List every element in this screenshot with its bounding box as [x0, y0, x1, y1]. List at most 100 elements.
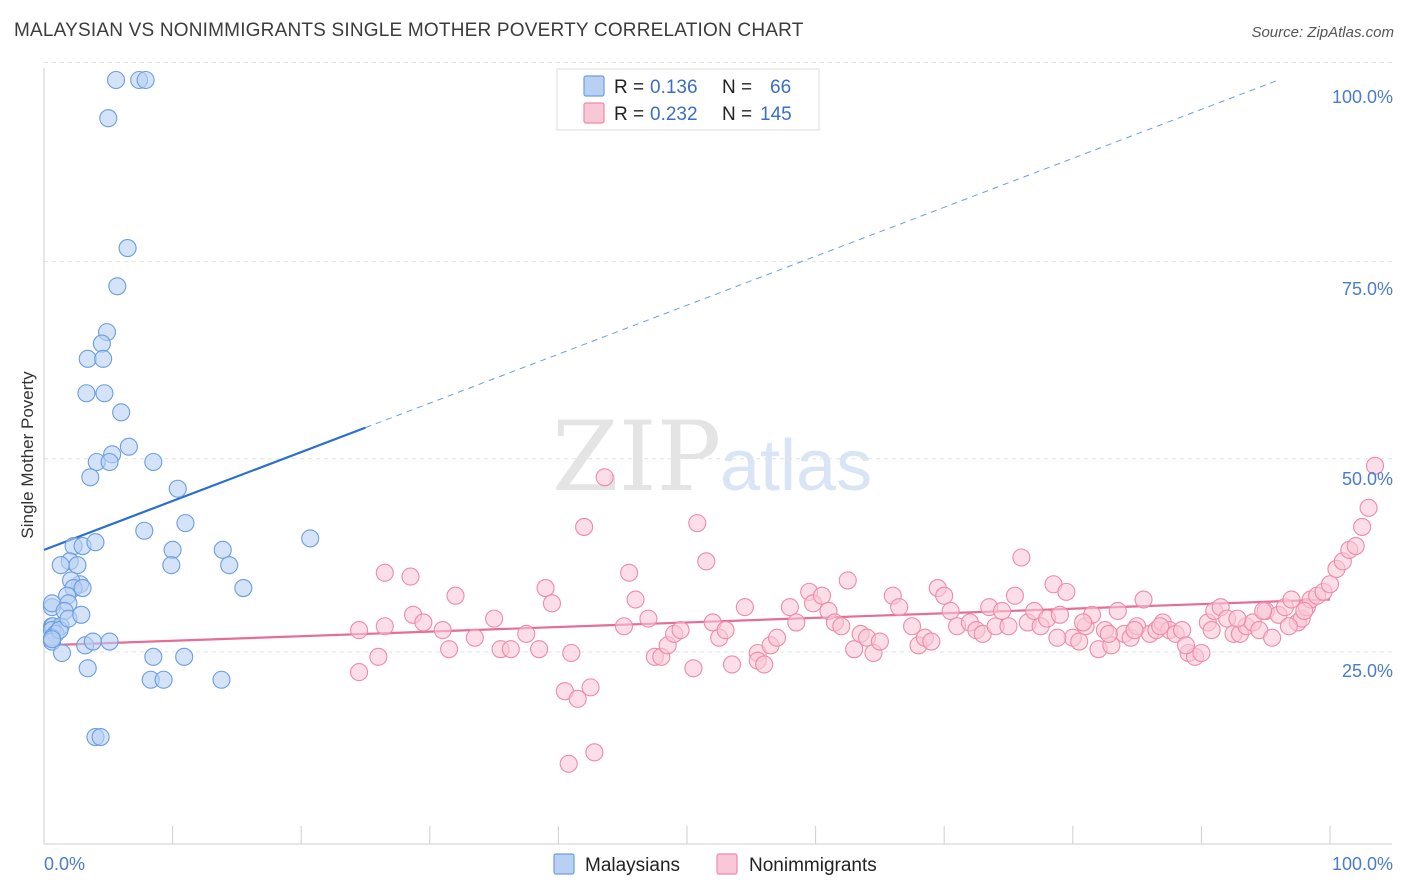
point-nonimmigrants-148 [1048, 628, 1067, 647]
point-nonimmigrants-144 [1151, 617, 1170, 636]
point-nonimmigrants-100 [1134, 590, 1153, 609]
y-tick-label-100: 100.0% [1332, 87, 1393, 107]
point-nonimmigrants-36 [684, 659, 703, 678]
point-malaysians-60 [220, 556, 239, 575]
point-nonimmigrants-136 [1359, 498, 1378, 517]
legend-swatch-nonimmigrants [583, 102, 605, 124]
point-malaysians-7 [92, 334, 111, 353]
point-nonimmigrants-120 [1263, 628, 1282, 647]
point-malaysians-52 [144, 647, 163, 666]
legend-r-value-2: 0.232 [650, 104, 698, 125]
legend-r-label-2: R = [614, 104, 644, 125]
point-nonimmigrants-79 [999, 617, 1018, 636]
point-nonimmigrants-88 [1057, 582, 1076, 601]
point-malaysians-61 [234, 579, 253, 598]
point-nonimmigrants-35 [671, 621, 690, 640]
data-points [42, 70, 1385, 773]
point-nonimmigrants-23 [585, 743, 604, 762]
point-malaysians-34 [86, 533, 105, 552]
point-malaysians-0 [106, 70, 126, 90]
point-malaysians-12 [112, 403, 131, 422]
point-malaysians-10 [77, 384, 96, 403]
point-nonimmigrants-56 [832, 617, 851, 636]
point-nonimmigrants-42 [722, 655, 742, 674]
point-nonimmigrants-41 [716, 621, 735, 640]
point-nonimmigrants-130 [1320, 575, 1340, 594]
point-nonimmigrants-4 [375, 617, 394, 636]
point-nonimmigrants-8 [433, 621, 452, 640]
point-nonimmigrants-57 [838, 571, 857, 590]
point-nonimmigrants-25 [575, 517, 594, 536]
point-malaysians-37 [51, 556, 70, 575]
point-nonimmigrants-109 [1192, 643, 1211, 663]
point-malaysians-11 [95, 384, 114, 403]
point-nonimmigrants-137 [1365, 456, 1385, 475]
point-nonimmigrants-141 [1228, 609, 1247, 628]
point-nonimmigrants-3 [369, 647, 388, 666]
point-nonimmigrants-123 [1282, 590, 1301, 609]
point-nonimmigrants-62 [870, 632, 889, 651]
point-nonimmigrants-106 [1173, 621, 1192, 640]
point-nonimmigrants-28 [620, 563, 639, 582]
legend-swatch-malaysians [583, 75, 605, 97]
point-malaysians-53 [175, 647, 194, 666]
trend-line-malaysians [43, 426, 366, 551]
point-nonimmigrants-30 [639, 609, 658, 628]
point-malaysians-16 [100, 452, 119, 472]
point-nonimmigrants-11 [465, 628, 484, 647]
point-nonimmigrants-87 [1050, 605, 1069, 624]
point-nonimmigrants-29 [626, 590, 645, 609]
point-nonimmigrants-64 [890, 598, 909, 617]
axes [43, 68, 1392, 845]
legend-n-value-2: 145 [760, 104, 792, 125]
trend-line-malaysians-extension [365, 79, 1279, 429]
point-malaysians-62 [301, 529, 320, 548]
y-tick-label-25: 25.0% [1342, 661, 1393, 681]
point-nonimmigrants-46 [755, 655, 774, 674]
legend-r-label-1: R = [614, 77, 644, 98]
legend-n-label-2: N = [722, 104, 752, 125]
point-nonimmigrants-27 [614, 617, 634, 636]
point-nonimmigrants-16 [530, 640, 549, 659]
point-nonimmigrants-20 [562, 643, 581, 663]
point-nonimmigrants-78 [993, 601, 1012, 621]
point-nonimmigrants-96 [1108, 601, 1127, 621]
point-malaysians-65 [42, 630, 62, 649]
watermark-atlas: atlas [720, 426, 872, 506]
point-nonimmigrants-142 [1202, 621, 1221, 640]
point-malaysians-19 [168, 479, 187, 498]
point-nonimmigrants-49 [780, 598, 799, 617]
y-tick-label-75: 75.0% [1342, 279, 1393, 299]
point-malaysians-51 [78, 659, 97, 678]
point-nonimmigrants-143 [1176, 636, 1196, 655]
y-tick-label-50: 50.0% [1342, 469, 1393, 489]
point-nonimmigrants-50 [787, 613, 806, 632]
point-malaysians-17 [144, 452, 163, 472]
point-nonimmigrants-65 [902, 617, 922, 636]
point-nonimmigrants-5 [401, 567, 420, 586]
point-nonimmigrants-24 [559, 754, 578, 773]
x-tick-label-0: 0.0% [44, 854, 85, 874]
series-legend: Malaysians Nonimmigrants [553, 853, 877, 876]
point-nonimmigrants-145 [1125, 621, 1144, 640]
point-nonimmigrants-53 [812, 586, 832, 605]
point-malaysians-21 [176, 514, 195, 533]
point-nonimmigrants-12 [485, 609, 504, 628]
point-malaysians-48 [83, 632, 102, 651]
point-nonimmigrants-26 [595, 468, 614, 487]
legend-n-label-1: N = [722, 77, 752, 98]
point-nonimmigrants-1 [350, 621, 369, 640]
point-nonimmigrants-139 [1279, 617, 1298, 636]
watermark-zip: ZIP [552, 401, 721, 513]
point-nonimmigrants-43 [735, 598, 754, 617]
point-malaysians-55 [154, 670, 173, 689]
bottom-legend-swatch-nonimmigrants [716, 853, 738, 875]
point-malaysians-2 [136, 70, 155, 90]
point-malaysians-59 [213, 540, 232, 559]
point-nonimmigrants-21 [568, 689, 587, 708]
point-malaysians-41 [73, 579, 92, 598]
point-malaysians-50 [52, 643, 72, 663]
point-nonimmigrants-18 [542, 594, 562, 613]
bottom-legend-label-nonimmigrants: Nonimmigrants [749, 855, 877, 876]
point-nonimmigrants-0 [375, 563, 394, 582]
